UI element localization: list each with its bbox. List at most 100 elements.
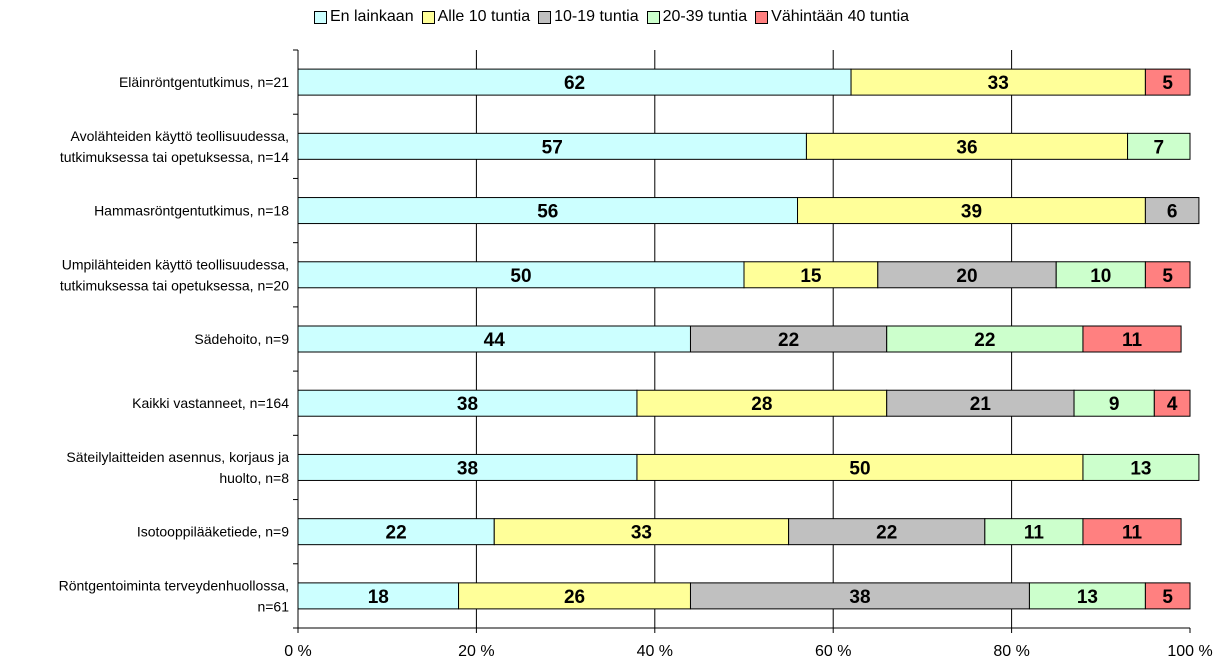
bar-segment	[1144, 582, 1191, 610]
legend-item: Vähintään 40 tuntia	[755, 8, 909, 26]
category-label: Säteilylaitteiden asennus, korjaus ja	[66, 449, 289, 465]
legend-label: 20-39 tuntia	[662, 8, 748, 25]
data-label: 56	[537, 202, 558, 223]
category-label: tutkimuksessa tai opetuksessa, n=14	[60, 149, 289, 165]
data-label: 18	[368, 587, 389, 608]
bar-segment	[1028, 582, 1146, 610]
bar-segment	[297, 389, 638, 417]
x-tick-label: 0 %	[284, 643, 312, 660]
bar-segment	[886, 389, 1075, 417]
category-label: Röntgentoiminta terveydenhuollossa,	[59, 577, 289, 593]
data-label: 62	[564, 73, 585, 94]
data-label: 10	[1090, 266, 1111, 287]
data-label: 26	[564, 587, 585, 608]
data-label: 21	[970, 394, 992, 415]
legend-item: 10-19 tuntia	[538, 8, 639, 26]
chart-legend: En lainkaan Alle 10 tuntia 10-19 tuntia 20-…	[0, 6, 1227, 28]
bar-segment	[297, 132, 807, 160]
data-label: 11	[1024, 523, 1045, 544]
bar-segment	[1127, 132, 1191, 160]
category-label: Sädehoito, n=9	[194, 331, 289, 347]
bar-segment	[493, 518, 790, 546]
bar-segment	[1082, 453, 1200, 481]
legend-label: Vähintään 40 tuntia	[771, 8, 910, 25]
x-tick-label: 60 %	[815, 643, 851, 660]
bar-segment	[297, 582, 460, 610]
data-label: 22	[778, 330, 799, 351]
legend-label: Alle 10 tuntia	[437, 8, 531, 25]
bar-segment	[850, 68, 1146, 96]
bar-segment	[1144, 68, 1191, 96]
bar-segment	[1144, 261, 1191, 289]
data-label: 39	[961, 202, 982, 223]
bar-segment	[1144, 197, 1200, 225]
bar-segment	[689, 325, 888, 353]
legend-swatch	[538, 10, 552, 24]
bar-segment	[689, 582, 1030, 610]
data-label: 28	[751, 394, 772, 415]
data-label: 38	[457, 458, 478, 479]
category-label: n=61	[257, 598, 289, 614]
data-label: 4	[1167, 394, 1178, 415]
legend-item: En lainkaan	[313, 8, 414, 26]
bar-segment	[458, 582, 691, 610]
data-label: 6	[1167, 202, 1178, 223]
data-label: 22	[876, 523, 897, 544]
data-label: 33	[988, 73, 1009, 94]
bar-segment	[1055, 261, 1146, 289]
legend-label: En lainkaan	[329, 8, 414, 25]
legend-swatch	[755, 10, 769, 24]
data-label: 11	[1122, 330, 1143, 351]
legend-item: Alle 10 tuntia	[421, 8, 531, 26]
x-tick-label: 20 %	[458, 643, 494, 660]
data-label: 50	[510, 266, 531, 287]
data-label: 22	[386, 523, 407, 544]
data-label: 7	[1153, 137, 1164, 158]
data-label: 5	[1162, 73, 1173, 94]
bar-segment	[1073, 389, 1155, 417]
legend-swatch	[646, 10, 660, 24]
data-label: 36	[956, 137, 977, 158]
data-label: 5	[1162, 587, 1173, 608]
data-label: 57	[542, 137, 563, 158]
bar-segment	[886, 325, 1084, 353]
bar-segment	[877, 261, 1057, 289]
data-label: 11	[1122, 523, 1143, 544]
category-label: Umpilähteiden käyttö teollisuudessa,	[62, 256, 289, 272]
category-label: Avolähteiden käyttö teollisuudessa,	[71, 128, 289, 144]
data-label: 38	[457, 394, 478, 415]
legend-swatch	[313, 10, 327, 24]
x-tick-label: 40 %	[637, 643, 673, 660]
x-tick-label: 100 %	[1167, 643, 1212, 660]
data-label: 13	[1077, 587, 1098, 608]
bar-segment	[797, 197, 1146, 225]
category-label: Eläinröntgentutkimus, n=21	[119, 74, 289, 90]
bar-segment	[297, 261, 745, 289]
category-label: Hammasröntgentutkimus, n=18	[94, 203, 289, 219]
data-label: 20	[956, 266, 977, 287]
bar-segment	[1082, 518, 1182, 546]
bar-segment	[636, 453, 1084, 481]
bar-segment	[1082, 325, 1182, 353]
bar-segment	[984, 518, 1084, 546]
legend-swatch	[421, 10, 435, 24]
data-label: 33	[631, 523, 652, 544]
x-tick-label: 80 %	[993, 643, 1029, 660]
legend-item: 20-39 tuntia	[646, 8, 748, 26]
data-label: 13	[1130, 458, 1151, 479]
data-label: 38	[849, 587, 870, 608]
data-label: 15	[800, 266, 822, 287]
data-label: 50	[849, 458, 870, 479]
data-label: 5	[1162, 266, 1173, 287]
bar-segment	[297, 518, 495, 546]
bar-segment	[1153, 389, 1191, 417]
bar-segment	[297, 325, 691, 353]
category-label: Isotooppilääketiede, n=9	[137, 524, 289, 540]
category-label: tutkimuksessa tai opetuksessa, n=20	[60, 277, 289, 293]
data-label: 44	[484, 330, 506, 351]
category-label: Kaikki vastanneet, n=164	[132, 395, 289, 411]
legend-label: 10-19 tuntia	[554, 8, 639, 25]
data-label: 22	[974, 330, 995, 351]
bar-segment	[788, 518, 986, 546]
